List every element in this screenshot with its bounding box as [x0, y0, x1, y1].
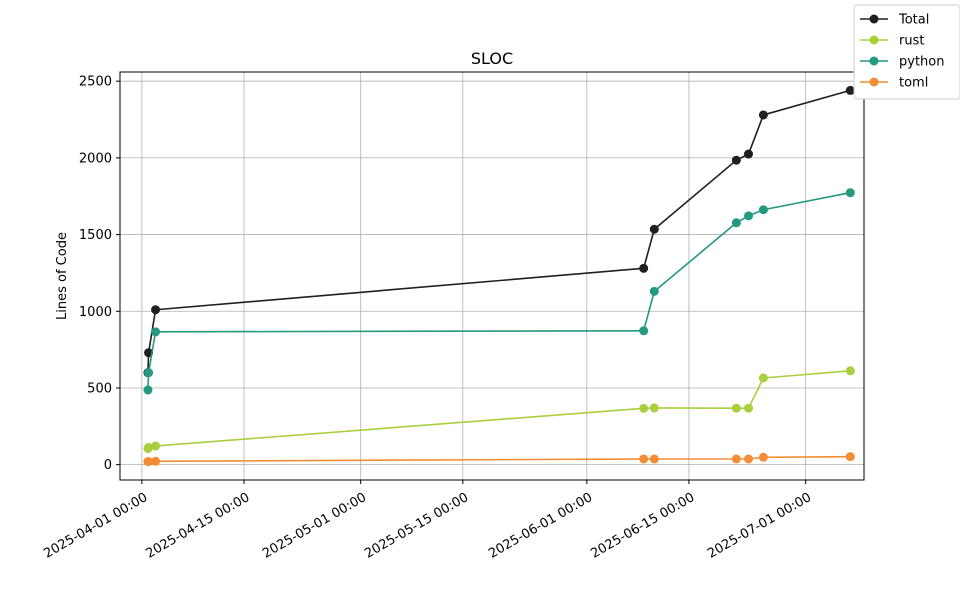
grid	[120, 72, 864, 480]
legend-entry-toml: toml	[860, 76, 928, 91]
data-point-total	[845, 85, 855, 95]
legend-label: Total	[898, 13, 929, 28]
data-point-python	[144, 368, 154, 378]
data-point-rust	[845, 366, 855, 376]
data-point-toml	[649, 454, 659, 464]
y-tick-label: 0	[104, 458, 112, 473]
series-python	[143, 188, 855, 395]
data-point-total	[758, 110, 768, 120]
data-point-python	[649, 286, 659, 296]
legend-marker	[869, 14, 879, 24]
data-point-rust	[731, 403, 741, 413]
data-point-toml	[845, 452, 855, 462]
data-point-total	[731, 155, 741, 165]
legend-box	[853, 4, 960, 100]
data-point-toml	[151, 456, 161, 466]
series-total	[143, 85, 855, 378]
data-point-toml	[744, 454, 754, 464]
data-point-rust	[144, 442, 154, 452]
y-tick-label: 2000	[79, 151, 112, 166]
plot-frame	[119, 71, 865, 481]
legend-marker	[869, 77, 879, 87]
y-tick-label: 1000	[79, 305, 112, 320]
data-point-rust	[151, 441, 161, 451]
legend-marker	[869, 35, 879, 45]
series-toml	[143, 452, 855, 467]
data-point-python	[639, 326, 649, 336]
y-axis: 0 500 1000 1500 2000 2500	[79, 75, 120, 473]
data-point-python	[758, 205, 768, 215]
legend-marker	[869, 56, 879, 66]
y-tick-label: 2500	[79, 75, 112, 90]
data-point-toml	[144, 457, 154, 467]
legend-label: python	[899, 55, 944, 70]
legend-entry-total: Total	[860, 13, 929, 28]
data-point-rust	[639, 403, 649, 413]
data-point-toml	[758, 452, 768, 462]
legend-label: toml	[899, 76, 928, 91]
data-point-python	[143, 385, 153, 395]
data-point-total	[744, 149, 754, 159]
data-point-rust	[758, 373, 768, 383]
data-point-toml	[639, 454, 649, 464]
data-point-rust	[649, 403, 659, 413]
data-point-toml	[731, 454, 741, 464]
series-layer	[143, 85, 855, 467]
legend-entry-rust: rust	[860, 34, 924, 49]
data-point-total	[649, 224, 659, 234]
data-point-python	[731, 218, 741, 228]
y-axis-label: Lines of Code	[55, 232, 70, 320]
data-point-rust	[744, 403, 754, 413]
y-tick-label: 1500	[79, 228, 112, 243]
legend: Total rust python toml	[853, 4, 960, 100]
y-tick-label: 500	[87, 381, 112, 396]
data-point-total	[639, 263, 649, 273]
legend-entry-python: python	[860, 55, 944, 70]
data-point-python	[151, 327, 161, 337]
legend-label: rust	[899, 34, 924, 49]
data-point-python	[845, 188, 855, 198]
series-rust	[143, 366, 855, 454]
data-point-python	[744, 211, 754, 221]
chart-title: SLOC	[471, 49, 513, 68]
data-point-total	[151, 305, 161, 315]
